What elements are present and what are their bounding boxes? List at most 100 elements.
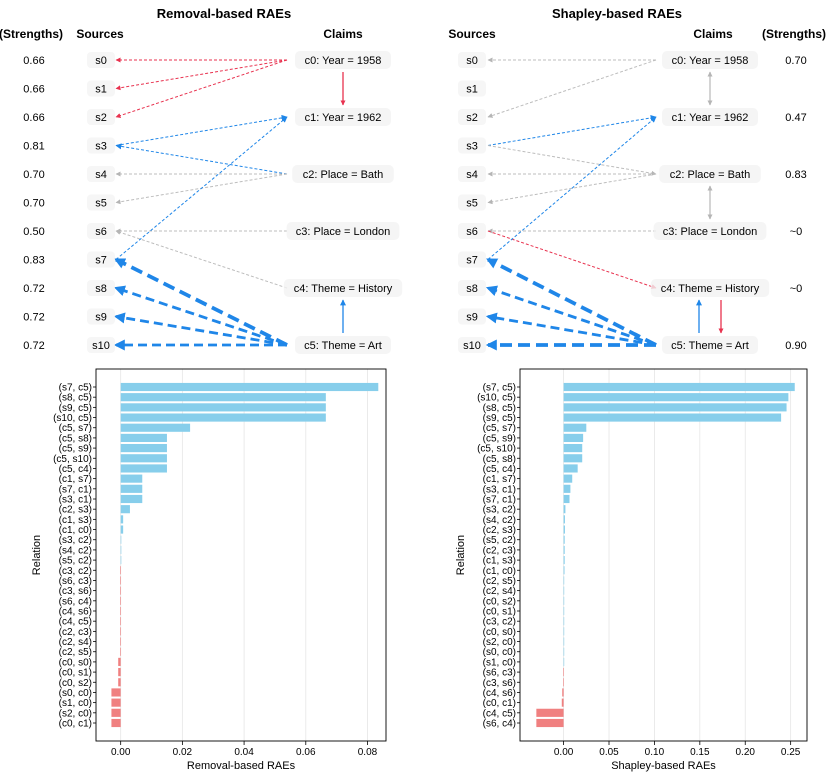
x-tick-label: 0.20	[736, 747, 756, 758]
source-node-bg	[458, 52, 486, 68]
claim-strength: 0.83	[785, 169, 806, 181]
category-label: (c2, s4)	[483, 586, 516, 597]
bar	[536, 718, 564, 728]
bar	[120, 576, 121, 585]
source-label-s6: s6	[466, 226, 478, 238]
bar	[120, 627, 121, 636]
source-label-s7: s7	[95, 255, 107, 267]
claim-label: c1: Year = 1962	[305, 112, 382, 124]
x-tick-label: 0.00	[111, 747, 131, 758]
claim-strength: 0.90	[785, 340, 806, 352]
bar	[563, 637, 565, 646]
claim-label: c5: Theme = Art	[304, 340, 382, 352]
bar	[120, 617, 121, 626]
category-label: (s4, c2)	[59, 545, 92, 556]
bar	[563, 556, 565, 565]
source-node-bg	[458, 251, 486, 268]
x-tick-label: 0.06	[296, 747, 316, 758]
graph-title: Shapley-based RAEs	[552, 6, 682, 21]
category-label: (c0, c1)	[483, 698, 516, 709]
bar	[120, 393, 326, 402]
x-tick-label: 0.15	[690, 747, 710, 758]
x-axis-label: Shapley-based RAEs	[611, 760, 716, 772]
x-tick-label: 0.00	[554, 747, 574, 758]
claim-node-bg	[650, 279, 770, 297]
category-label: (s9, c5)	[59, 403, 92, 414]
edge-c5-s8	[113, 285, 288, 347]
category-label: (s6, c4)	[483, 719, 516, 730]
claim-label: c5: Theme = Art	[671, 340, 749, 352]
bar	[563, 606, 565, 616]
source-node-bg	[87, 280, 115, 296]
x-tick-label: 0.10	[645, 747, 665, 758]
source-label-s10: s10	[92, 340, 110, 352]
source-node-bg	[87, 223, 115, 239]
source-strength: 0.66	[23, 112, 44, 124]
bar	[563, 474, 573, 483]
plot-frame	[95, 368, 387, 742]
source-label-s7: s7	[466, 255, 478, 267]
removal-graph: Removal-based RAEs (Strengths) Sources C…	[0, 6, 403, 354]
claim-label: c2: Place = Bath	[303, 169, 383, 181]
edge-c5-s7	[114, 257, 288, 347]
bar	[536, 708, 564, 717]
source-strength: 0.72	[23, 340, 44, 352]
claim-node-bg	[295, 336, 391, 354]
y-axis-label: Relation	[455, 535, 467, 575]
strengths-header: (Strengths)	[0, 27, 63, 41]
bar	[120, 413, 326, 422]
category-label: (c5, s7)	[59, 423, 92, 434]
category-label: (s3, c2)	[59, 535, 92, 546]
category-label: (c2, s4)	[59, 637, 92, 648]
category-label: (c5, s10)	[477, 444, 516, 455]
source-label-s3: s3	[466, 141, 478, 153]
source-label-s5: s5	[95, 198, 107, 210]
category-label: (s7, c5)	[59, 383, 92, 394]
edge-s3-c1	[487, 114, 657, 146]
source-node-bg	[87, 137, 115, 154]
category-label: (c2, s5)	[59, 647, 92, 658]
bar	[120, 382, 379, 392]
source-node-bg	[458, 80, 486, 97]
category-label: (c4, s6)	[483, 688, 516, 699]
claim-node-bg	[295, 108, 391, 126]
edge-c5-s8	[485, 285, 657, 347]
category-label: (s2, c0)	[483, 637, 516, 648]
category-label: (c0, s0)	[483, 627, 516, 638]
x-tick-label: 0.25	[781, 747, 801, 758]
claim-label: c3: Place = London	[296, 226, 391, 238]
bar	[563, 403, 787, 412]
bar	[120, 637, 121, 646]
bar	[120, 444, 167, 453]
bar	[111, 708, 121, 717]
category-label: (c0, s1)	[483, 607, 516, 618]
category-label: (c0, c1)	[59, 719, 92, 730]
category-label: (c2, c3)	[59, 627, 92, 638]
claim-label: c4: Theme = History	[294, 283, 393, 295]
bar	[111, 698, 121, 707]
bar	[120, 606, 121, 616]
y-axis-label: Relation	[31, 535, 43, 575]
source-node-bg	[87, 80, 115, 97]
source-node-bg	[458, 194, 486, 211]
bar	[120, 586, 121, 595]
x-tick-label: 0.04	[234, 747, 254, 758]
edge-c0-s2	[487, 59, 657, 118]
category-label: (s10, c5)	[477, 393, 516, 404]
bar	[561, 698, 564, 707]
category-label: (s0, c0)	[59, 688, 92, 699]
source-node-bg	[458, 137, 486, 154]
source-node-bg	[458, 166, 486, 182]
category-label: (c1, s7)	[59, 474, 92, 485]
bar	[563, 484, 571, 493]
edge-c5-s7	[486, 257, 657, 347]
claim-strength: 0.70	[785, 55, 806, 67]
claim-node-bg	[662, 108, 758, 126]
category-label: (c0, s1)	[59, 668, 92, 679]
source-node-bg	[458, 337, 486, 353]
edge-c0-s2	[115, 59, 288, 118]
category-label: (c5, s7)	[483, 423, 516, 434]
category-label: (s7, c1)	[483, 495, 516, 506]
category-label: (c3, s6)	[483, 678, 516, 689]
edge-c5-s9	[113, 312, 288, 347]
